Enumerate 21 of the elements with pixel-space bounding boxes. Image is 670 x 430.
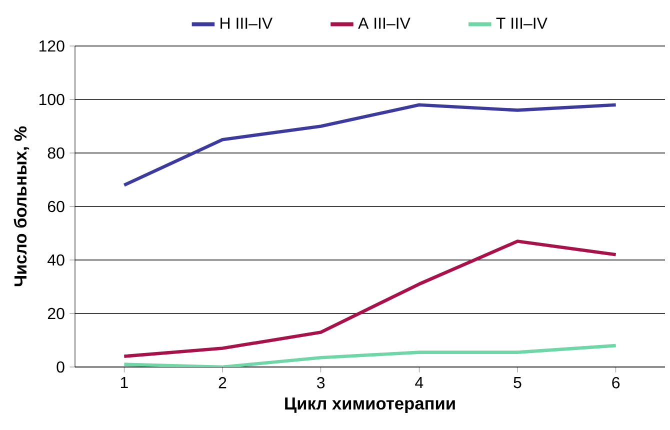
x-tick-label: 6 bbox=[612, 377, 620, 388]
x-tick-label: 3 bbox=[316, 377, 325, 388]
y-tick-label: 100 bbox=[39, 94, 64, 106]
x-tick-label: 1 bbox=[120, 377, 128, 388]
line-series bbox=[122, 344, 618, 367]
y-tick-label: 40 bbox=[48, 254, 64, 266]
y-axis-title: Число больных, % bbox=[14, 126, 30, 286]
y-tick-label: 60 bbox=[48, 200, 64, 212]
y-tick-label: 20 bbox=[48, 308, 64, 320]
line-series bbox=[122, 103, 618, 187]
y-tick-label: 80 bbox=[48, 147, 64, 159]
line-series bbox=[122, 240, 618, 358]
y-tick-label: 120 bbox=[39, 40, 64, 52]
x-axis-title: Цикл химиотерапии bbox=[285, 398, 455, 414]
x-tick-label: 2 bbox=[218, 377, 226, 388]
legend-label: H III–IV bbox=[220, 18, 273, 29]
legend-label: A III–IV bbox=[358, 18, 410, 29]
x-tick-label: 5 bbox=[514, 377, 522, 388]
x-tick-label: 4 bbox=[415, 377, 424, 388]
legend-label: T III–IV bbox=[496, 18, 548, 29]
y-tick-label: 0 bbox=[56, 361, 64, 373]
